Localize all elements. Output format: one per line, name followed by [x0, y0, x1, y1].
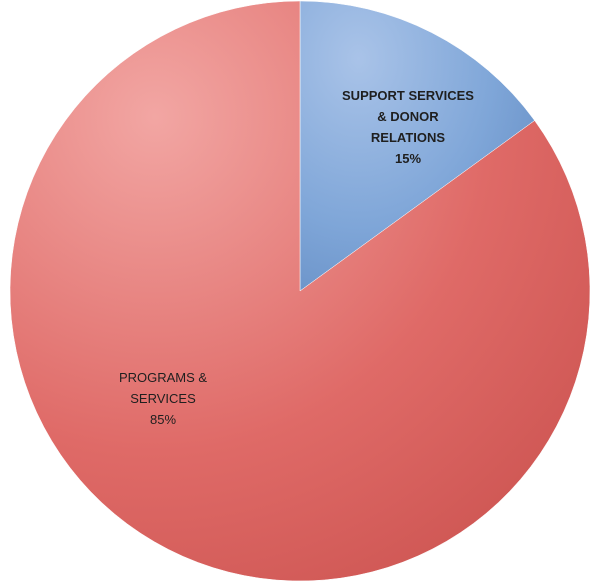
- pie-slice-programs-services: [9, 0, 590, 582]
- slice-label-line: SERVICES: [130, 391, 196, 406]
- slice-label-line: & DONOR: [377, 109, 439, 124]
- slice-label-support-services: SUPPORT SERVICES & DONOR RELATIONS 15%: [342, 88, 474, 166]
- slice-value-label: 15%: [395, 151, 421, 166]
- slice-value-label: 85%: [150, 412, 176, 427]
- slice-label-line: SUPPORT SERVICES: [342, 88, 474, 103]
- slice-label-line: PROGRAMS &: [119, 370, 207, 385]
- pie-slices: [9, 0, 590, 582]
- slice-label-line: RELATIONS: [371, 130, 445, 145]
- pie-slice-support-services: [299, 0, 535, 292]
- slice-label-programs-services: PROGRAMS & SERVICES 85%: [119, 370, 207, 427]
- pie-labels: SUPPORT SERVICES & DONOR RELATIONS 15% PROGR…: [119, 88, 474, 427]
